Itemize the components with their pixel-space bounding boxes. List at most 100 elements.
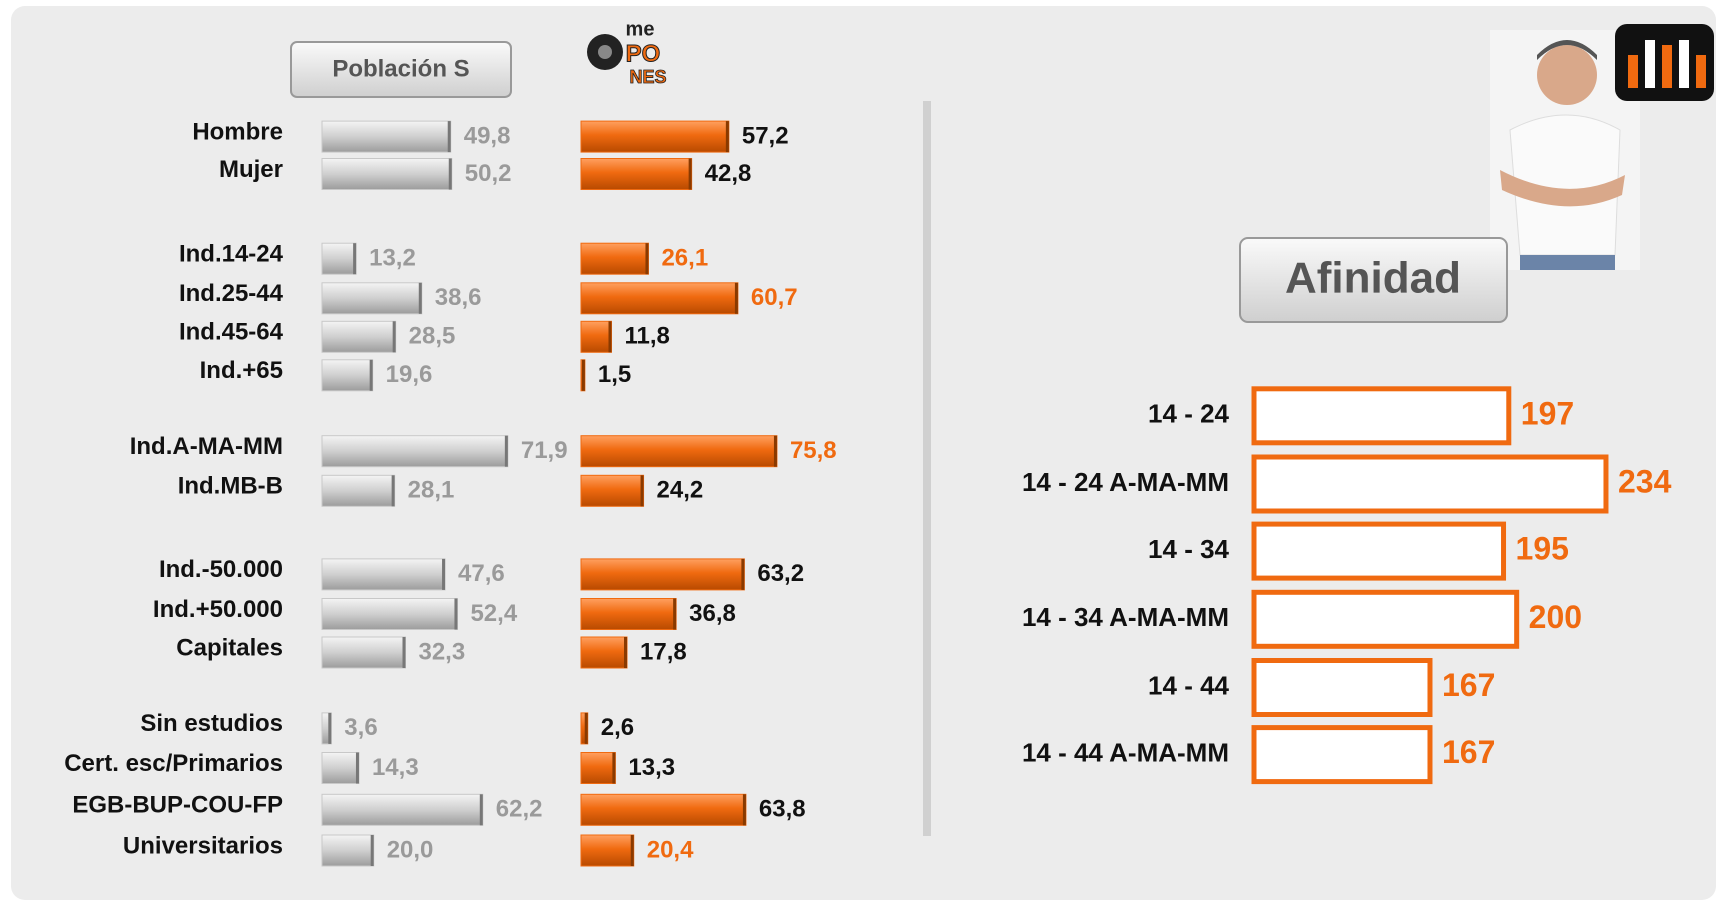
bar <box>321 120 452 153</box>
legend-label: Población S <box>332 55 469 82</box>
value-label: 63,8 <box>759 796 806 823</box>
bar-end <box>612 752 616 784</box>
category-label: 14 - 24 A-MA-MM <box>1022 467 1229 497</box>
bar <box>580 120 730 153</box>
value-label: 1,5 <box>598 361 631 388</box>
legend-button <box>290 41 512 98</box>
logo-text: PO <box>626 40 661 67</box>
logo-text: me <box>626 18 655 40</box>
value-label: 11,8 <box>625 323 670 350</box>
value-label: 32,3 <box>418 638 465 665</box>
value-label: 36,8 <box>689 600 736 627</box>
logo: me PO NES <box>587 18 667 87</box>
bar <box>1251 725 1433 785</box>
value-label: 75,8 <box>790 437 837 464</box>
bar <box>321 793 484 826</box>
category-label: Universitarios <box>123 832 283 859</box>
bar <box>321 282 423 315</box>
bar-end <box>584 712 588 744</box>
bar-end <box>370 835 374 866</box>
category-label: Hombre <box>192 118 283 145</box>
bar <box>580 793 747 826</box>
category-label: Sin estudios <box>140 710 283 737</box>
bar-end <box>418 282 422 314</box>
category-label: Ind.+50.000 <box>153 596 283 623</box>
app-icon <box>1615 24 1714 101</box>
bar-end <box>447 121 451 153</box>
value-label: 13,3 <box>628 754 675 781</box>
value-label: 20,4 <box>647 836 694 863</box>
bar <box>580 474 645 507</box>
category-label: Ind.-50.000 <box>159 556 283 583</box>
value-label: 63,2 <box>757 560 804 587</box>
value-label: 13,2 <box>369 245 416 272</box>
bar-end <box>369 359 373 391</box>
category-label: 14 - 44 A-MA-MM <box>1022 737 1229 767</box>
value-label: 20,0 <box>387 836 434 863</box>
bar <box>321 359 374 392</box>
category-label: Mujer <box>219 156 283 183</box>
value-label: 197 <box>1521 395 1574 431</box>
chart-title: Afinidad <box>1285 254 1461 303</box>
bar-end <box>624 637 628 668</box>
category-label: 14 - 24 <box>1148 399 1229 429</box>
value-label: 19,6 <box>386 361 433 388</box>
value-label: 60,7 <box>751 284 798 311</box>
bar <box>580 752 616 784</box>
category-label: Ind.45-64 <box>179 319 284 346</box>
bar <box>321 598 458 630</box>
bar <box>1251 589 1520 649</box>
value-label: 195 <box>1516 531 1569 567</box>
bar-end <box>640 475 644 507</box>
bar-end <box>741 558 745 590</box>
value-label: 26,1 <box>661 245 708 272</box>
bar-end <box>645 243 649 275</box>
category-label: 14 - 34 <box>1148 534 1229 564</box>
category-label: Ind.25-44 <box>179 280 284 307</box>
bar <box>321 752 360 784</box>
bar <box>580 435 778 468</box>
bar-end <box>630 835 634 866</box>
bar <box>1251 386 1512 446</box>
bar <box>321 474 396 507</box>
value-label: 52,4 <box>470 600 517 627</box>
value-label: 71,9 <box>521 437 568 464</box>
value-label: 24,2 <box>657 477 704 504</box>
bar <box>321 636 406 669</box>
value-label: 49,8 <box>464 122 511 149</box>
value-label: 47,6 <box>458 560 505 587</box>
bar <box>321 158 453 190</box>
value-label: 50,2 <box>465 160 512 187</box>
bar-end <box>328 712 332 744</box>
bar-end <box>725 121 729 153</box>
category-label: EGB-BUP-COU-FP <box>72 792 283 819</box>
bar <box>1251 521 1507 581</box>
bar-end <box>353 243 357 275</box>
bar <box>321 242 357 275</box>
bar <box>1251 454 1609 514</box>
bar-end <box>454 598 458 630</box>
value-label: 17,8 <box>640 638 687 665</box>
value-label: 42,8 <box>705 160 752 187</box>
bar <box>321 834 375 867</box>
category-label: 14 - 44 <box>1148 670 1229 700</box>
category-label: Ind.A-MA-MM <box>130 433 283 460</box>
value-label: 234 <box>1618 463 1672 499</box>
bar-end <box>448 158 452 190</box>
category-label: Capitales <box>176 634 283 661</box>
bar <box>580 158 693 190</box>
category-label: Ind.MB-B <box>178 473 283 500</box>
category-label: Ind.+65 <box>200 357 283 384</box>
bar-end <box>581 359 585 391</box>
bar-end <box>773 435 777 467</box>
value-label: 62,2 <box>496 796 543 823</box>
bar-end <box>742 794 746 826</box>
bar <box>580 834 635 867</box>
bar-end <box>479 794 483 826</box>
value-label: 200 <box>1529 599 1582 635</box>
bar <box>580 558 745 591</box>
bar-end <box>734 282 738 314</box>
value-label: 167 <box>1442 734 1495 770</box>
bar-end <box>688 158 692 190</box>
bar-end <box>673 598 677 630</box>
